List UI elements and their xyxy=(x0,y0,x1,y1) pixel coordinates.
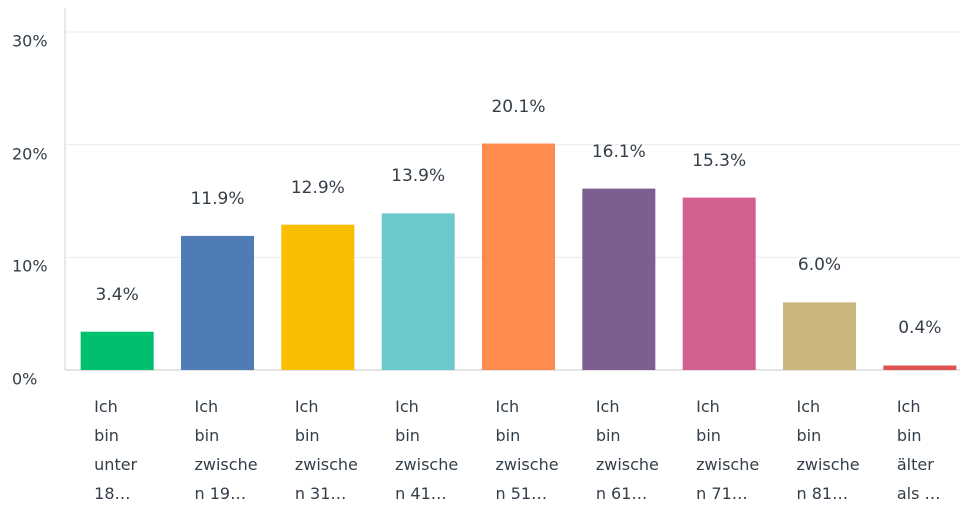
bar xyxy=(783,302,856,370)
bar xyxy=(883,365,957,370)
x-tick-label: Ich bin zwische n 19… xyxy=(194,397,258,503)
x-tick-label: Ich bin zwische n 71… xyxy=(696,397,760,503)
value-label: 3.4% xyxy=(95,284,139,305)
x-tick-label: Ich bin zwische n 41… xyxy=(395,397,459,503)
y-tick-label: 10% xyxy=(12,256,48,276)
x-tick-label: Ich bin älter als … xyxy=(896,397,941,503)
x-tick-label: Ich bin zwische n 51… xyxy=(495,397,559,503)
x-tick-label: Ich bin zwische n 61… xyxy=(595,397,659,503)
bar xyxy=(682,197,756,370)
bar xyxy=(181,235,254,370)
x-tick-label: Ich bin zwische n 31… xyxy=(294,397,358,503)
value-label: 11.9% xyxy=(190,188,245,209)
value-label: 13.9% xyxy=(391,166,446,187)
bar xyxy=(582,188,656,370)
bar xyxy=(281,224,355,370)
value-label: 12.9% xyxy=(290,177,345,198)
value-label: 20.1% xyxy=(491,96,546,117)
value-label: 16.1% xyxy=(591,141,646,162)
bar xyxy=(381,213,455,370)
value-label: 6.0% xyxy=(797,255,842,276)
y-tick-label: 30% xyxy=(12,31,48,51)
value-label: 15.3% xyxy=(692,150,747,171)
value-label: 0.4% xyxy=(898,318,942,339)
bar xyxy=(80,331,154,370)
bar xyxy=(482,143,555,370)
x-tick-label: Ich bin unter 18… xyxy=(94,397,138,503)
y-tick-label: 0% xyxy=(12,369,38,389)
x-tick-label: Ich bin zwische n 81… xyxy=(796,397,860,503)
y-tick-label: 20% xyxy=(12,144,48,164)
